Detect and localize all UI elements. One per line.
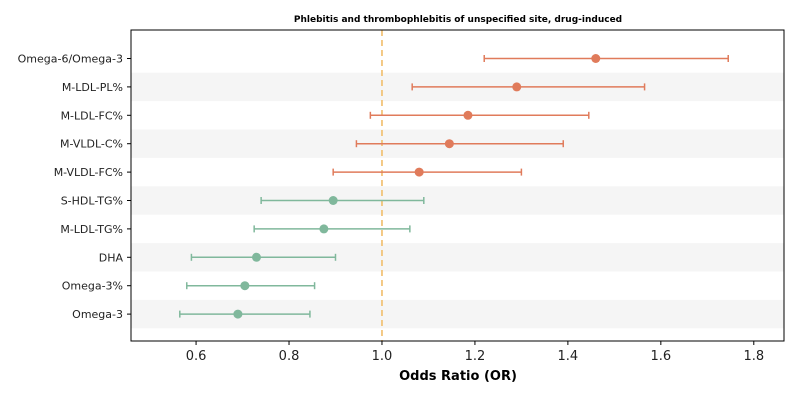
x-tick-label: 1.6 (650, 349, 671, 364)
y-tick-label: DHA (99, 251, 124, 264)
or-point (512, 82, 522, 92)
y-tick-label: M-LDL-TG% (60, 223, 123, 236)
x-tick-label: 1.4 (558, 349, 579, 364)
x-tick-label: 0.8 (279, 349, 300, 364)
y-tick-label: Omega-6/Omega-3 (18, 53, 123, 66)
or-point (240, 281, 250, 291)
or-point (328, 196, 338, 205)
y-tick-label: M-VLDL-C% (60, 138, 123, 151)
y-tick-label: Omega-3% (62, 280, 123, 293)
y-tick-label: M-LDL-PL% (62, 81, 123, 94)
y-tick-label: M-LDL-FC% (61, 109, 123, 122)
or-point (463, 110, 473, 120)
row-stripe (131, 186, 784, 215)
or-point (251, 252, 261, 262)
row-stripes (131, 72, 784, 329)
y-tick-label: S-HDL-TG% (61, 195, 123, 208)
or-point (319, 224, 329, 234)
chart-marks (179, 54, 729, 319)
plot-frame (130, 29, 785, 342)
x-tick-label: 1.8 (743, 349, 764, 364)
x-axis-label: Odds Ratio (OR) (399, 369, 517, 384)
x-tick-label: 1.0 (372, 349, 393, 364)
x-tick-label: 1.2 (465, 349, 486, 364)
chart-title: Phlebitis and thrombophlebitis of unspec… (294, 15, 622, 25)
or-point (591, 54, 601, 63)
or-point (233, 309, 243, 319)
y-axis-labels: Omega-6/Omega-3 M-LDL-PL% M-LDL-FC% M-VLDL-… (18, 53, 131, 321)
x-axis: 0.6 0.8 1.0 1.2 1.4 1.6 1.8 (186, 341, 764, 364)
y-tick-label: M-VLDL-FC% (54, 166, 123, 179)
or-point (444, 139, 454, 149)
x-tick-label: 0.6 (186, 349, 207, 364)
y-tick-label: Omega-3 (72, 308, 123, 321)
or-point (414, 167, 424, 177)
